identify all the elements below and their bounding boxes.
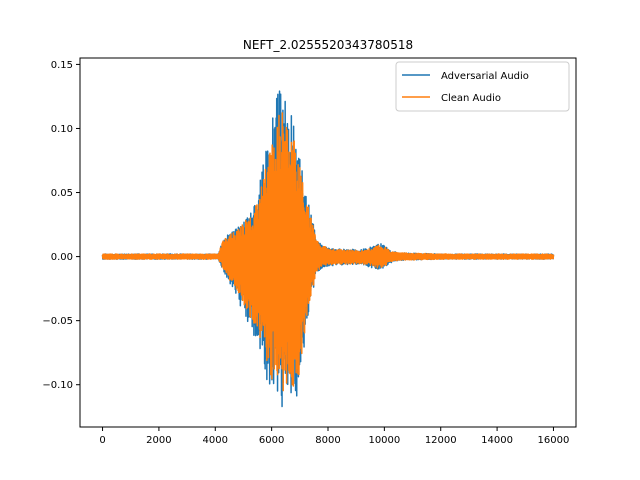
x-tick-label: 10000: [368, 435, 400, 446]
legend: Adversarial Audio Clean Audio: [395, 61, 570, 112]
chart-title: NEFT_2.0255520343780518: [243, 38, 413, 52]
y-tick-label: 0.10: [51, 124, 73, 135]
y-tick-label: −0.10: [42, 380, 73, 391]
legend-label-adversarial: Adversarial Audio: [441, 71, 529, 82]
x-tick-label: 8000: [315, 435, 340, 446]
x-tick-label: 2000: [146, 435, 171, 446]
x-tick-label: 16000: [538, 435, 570, 446]
y-tick-label: 0.05: [51, 188, 73, 199]
x-tick-label: 12000: [425, 435, 457, 446]
x-tick-label: 4000: [203, 435, 228, 446]
y-tick-label: 0.00: [51, 252, 73, 263]
y-tick-label: −0.05: [42, 316, 73, 327]
x-tick-label: 6000: [259, 435, 284, 446]
legend-label-clean: Clean Audio: [441, 93, 501, 104]
axes-layer: 0 2000 4000 6000 8000 10000 12000 14000 16000 −0.…: [42, 57, 577, 446]
x-tick-label: 14000: [481, 435, 513, 446]
series-line-clean: [101, 112, 555, 392]
x-tick-label: 0: [99, 435, 105, 446]
legend-box: [395, 61, 570, 112]
series-layer: [101, 90, 555, 408]
y-tick-label: 0.15: [51, 60, 73, 71]
